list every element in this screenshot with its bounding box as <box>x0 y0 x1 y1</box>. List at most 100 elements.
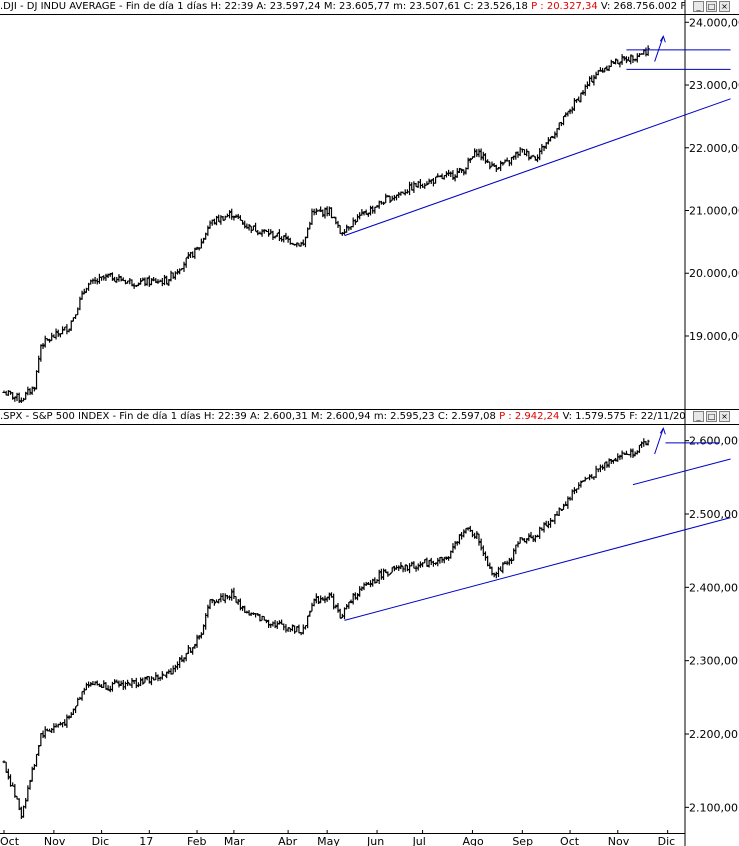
ohlc-bar <box>165 275 169 285</box>
ohlc-bar <box>477 533 481 546</box>
ohlc-bar <box>6 768 10 780</box>
close: C: 2.597,08 <box>437 411 496 422</box>
ohlc-bar <box>466 527 470 531</box>
trendline[interactable] <box>344 98 731 237</box>
ohlc-bar <box>182 261 186 272</box>
ohlc-bar <box>564 501 568 506</box>
x-tick-label: Abr <box>278 835 298 846</box>
ohlc-bar <box>392 565 396 572</box>
minimize-button[interactable]: _ <box>693 411 704 422</box>
ohlc-bar <box>282 235 286 243</box>
ohlc-bar <box>141 277 145 282</box>
ohlc-bar <box>338 608 342 619</box>
ohlc-bar <box>394 194 399 201</box>
high: M: 2.600,94 <box>310 411 371 422</box>
date: F: <box>680 1 685 12</box>
ohlc-bar <box>47 338 52 343</box>
ohlc-bar <box>640 441 644 448</box>
maximize-button[interactable]: □ <box>706 1 717 12</box>
ohlc-bar <box>358 212 362 220</box>
ohlc-bar <box>175 269 180 275</box>
close-button[interactable]: × <box>719 411 730 422</box>
ohlc-bar <box>605 65 609 71</box>
ohlc-bar <box>488 161 492 170</box>
ohlc-bar <box>325 596 329 602</box>
ohlc-bar <box>635 53 639 63</box>
ohlc-bar <box>475 531 479 540</box>
ohlc-bar <box>308 610 312 617</box>
ohlc-bar <box>167 279 171 286</box>
y-tick-label: 24.000,00 <box>689 16 739 29</box>
dji-header: .DJI - DJ INDU AVERAGE - Fin de día 1 dí… <box>0 0 685 14</box>
ohlc-bar <box>548 136 553 142</box>
ohlc-bar <box>559 508 563 511</box>
dji-chart[interactable]: 19.000,00 20.000,00 21.000,00 22.000,00 23.0… <box>0 0 739 410</box>
ohlc-bar <box>37 744 41 756</box>
ohlc-bar <box>80 290 84 300</box>
ohlc-bar <box>531 535 535 542</box>
spx-chart[interactable]: 2.100,00 2.200,00 2.300,00 2.400,00 2.500,00… <box>0 410 739 846</box>
ohlc-bar <box>542 522 546 533</box>
ohlc-bar <box>67 715 71 720</box>
time: H: 22:39 <box>210 1 254 12</box>
ohlc-bar <box>466 157 470 170</box>
ohlc-bar <box>210 598 214 604</box>
ohlc-bar <box>4 761 8 773</box>
ohlc-bar <box>13 784 17 798</box>
ohlc-bar <box>93 681 97 686</box>
ohlc-bar <box>240 219 245 225</box>
ohlc-bar <box>52 723 56 733</box>
minimize-button[interactable]: _ <box>693 1 704 12</box>
ohlc-bar <box>345 224 349 233</box>
ohlc-bar <box>217 214 221 222</box>
ohlc-bar <box>195 246 199 250</box>
ohlc-bar <box>195 634 199 648</box>
ohlc-bar <box>236 213 240 219</box>
ohlc-bar <box>486 159 490 164</box>
ohlc-bar <box>334 216 338 225</box>
ohlc-bar <box>527 151 531 161</box>
ohlc-bar <box>301 239 305 246</box>
ohlc-bar <box>388 573 392 576</box>
ohlc-bar <box>551 135 555 139</box>
trendline[interactable] <box>632 458 731 486</box>
close-button[interactable]: × <box>719 1 730 12</box>
ohlc-bar <box>71 708 76 715</box>
ohlc-bar <box>475 149 479 157</box>
ohlc-bar <box>227 210 232 219</box>
ohlc-bar <box>345 604 349 610</box>
ohlc-bar <box>598 67 603 72</box>
dji-panel: .DJI - DJ INDU AVERAGE - Fin de día 1 dí… <box>0 0 739 410</box>
ohlc-bar <box>531 154 535 157</box>
ohlc-bar <box>501 161 505 166</box>
ohlc-bar <box>206 604 210 618</box>
trendline[interactable] <box>344 517 731 621</box>
ohlc-bar <box>117 274 121 282</box>
ohlc-bar <box>516 541 520 548</box>
ohlc-bar <box>488 562 492 569</box>
ohlc-bar <box>336 602 340 613</box>
ohlc-bar <box>316 596 321 605</box>
ohlc-bar <box>462 529 466 538</box>
ohlc-bar <box>17 392 21 404</box>
ohlc-bar <box>481 545 485 556</box>
ohlc-bar <box>442 174 446 180</box>
ohlc-bar <box>286 627 290 632</box>
x-tick-label: Nov <box>44 835 66 846</box>
open: A: 2.600,31 <box>249 411 308 422</box>
x-tick-label: Oct <box>0 835 20 846</box>
ohlc-bar <box>65 324 69 335</box>
ohlc-bar <box>440 556 444 563</box>
ohlc-bar <box>613 58 618 65</box>
ohlc-bar <box>644 441 648 446</box>
ohlc-bar <box>32 386 36 392</box>
ohlc-bar <box>11 782 15 787</box>
maximize-button[interactable]: □ <box>706 411 717 422</box>
low: m: 23.507,61 <box>393 1 461 12</box>
y-tick-label: 2.400,00 <box>689 581 738 594</box>
ohlc-bar <box>175 661 180 670</box>
ohlc-bar <box>104 273 108 281</box>
y-tick-label: 2.500,00 <box>689 508 738 521</box>
ohlc-bar <box>310 602 314 612</box>
ohlc-bar <box>429 557 433 566</box>
